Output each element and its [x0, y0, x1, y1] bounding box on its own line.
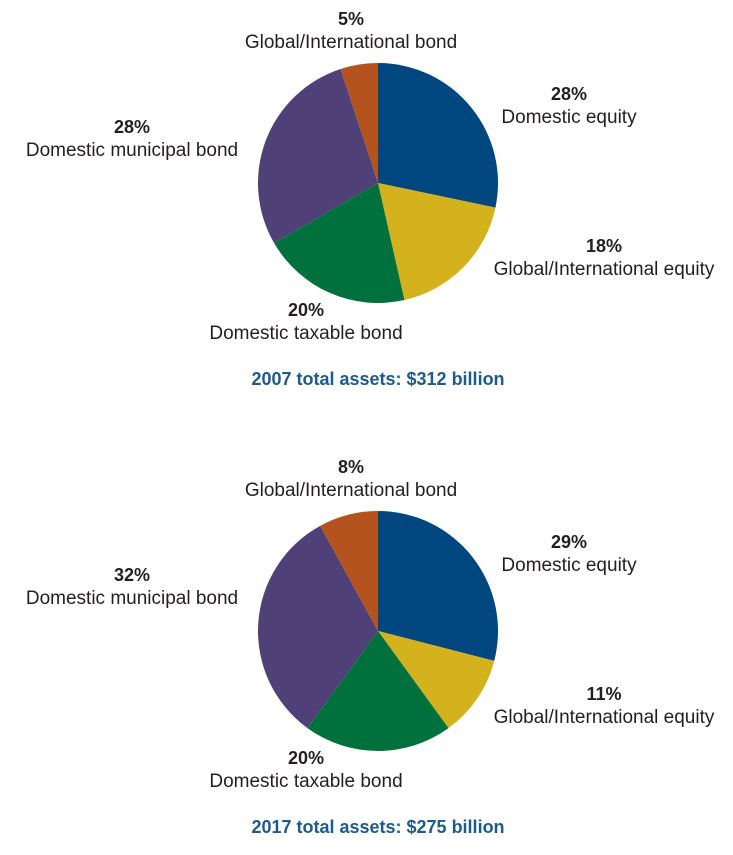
- slice-value-label: 11%: [586, 684, 621, 704]
- slice-category-label: Domestic taxable bond: [209, 771, 402, 792]
- pie-slice: [378, 63, 498, 208]
- pie-slice: [258, 525, 378, 729]
- pie-slice: [378, 183, 496, 301]
- pie-slice: [340, 63, 378, 183]
- pie-slice: [258, 68, 378, 244]
- slice-category-label: Global/International equity: [494, 259, 715, 280]
- slice-category-label: Global/International bond: [245, 480, 457, 501]
- chart-title: 2007 total assets: $312 billion: [251, 369, 504, 389]
- slice-value-label: 20%: [288, 748, 324, 768]
- slice-value-label: 20%: [288, 300, 324, 320]
- slice-value-label: 32%: [114, 565, 150, 585]
- pie-slice: [378, 511, 498, 661]
- slice-category-label: Domestic municipal bond: [26, 140, 238, 161]
- slice-value-label: 29%: [551, 532, 587, 552]
- pie-slice: [274, 183, 405, 303]
- slice-value-label: 28%: [551, 84, 587, 104]
- chart-title: 2017 total assets: $275 billion: [251, 817, 504, 837]
- slice-category-label: Domestic equity: [501, 107, 637, 128]
- slice-category-label: Domestic equity: [501, 555, 637, 576]
- slice-value-label: 5%: [338, 9, 364, 29]
- pie-slice: [307, 631, 449, 752]
- slice-category-label: Domestic taxable bond: [209, 323, 402, 344]
- slice-value-label: 18%: [586, 236, 622, 256]
- slice-value-label: 8%: [338, 457, 364, 477]
- slice-category-label: Domestic municipal bond: [26, 588, 238, 609]
- slice-category-label: Global/International equity: [494, 707, 715, 728]
- pie-slice: [320, 511, 378, 631]
- slice-category-label: Global/International bond: [245, 32, 457, 53]
- slice-value-label: 28%: [114, 117, 150, 137]
- pie-slice: [378, 631, 495, 729]
